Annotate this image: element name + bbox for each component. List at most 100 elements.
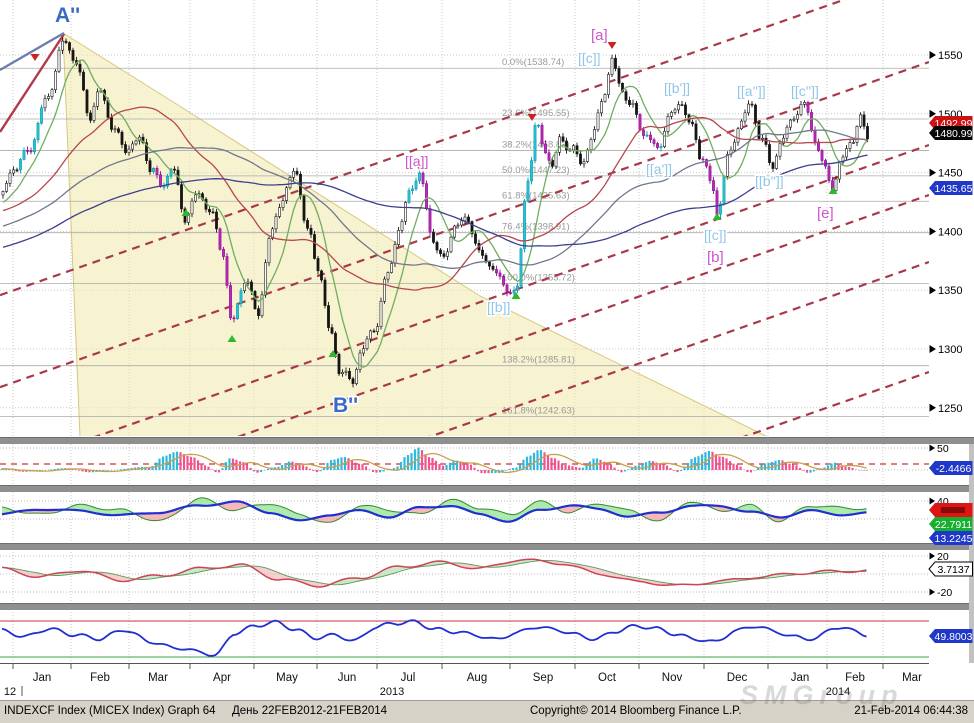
macd-fill	[30, 571, 34, 578]
candle-body	[659, 146, 663, 148]
macd-fill	[387, 566, 391, 576]
axis-tick-arrow-icon	[929, 345, 936, 353]
histogram-bar	[693, 457, 697, 470]
statusbar-datetime: 21-Feb-2014 06:44:38	[854, 705, 968, 717]
wave-label: [e]	[817, 205, 834, 222]
macd-fill	[37, 572, 41, 578]
candle-body	[407, 190, 411, 203]
histogram-bar	[802, 470, 805, 471]
histogram-bar	[686, 462, 690, 470]
candle-body	[561, 136, 565, 142]
macd-fill	[313, 581, 317, 587]
buy-signal-icon	[511, 292, 521, 299]
oscillator-fill	[621, 508, 625, 517]
oscillator-fill	[541, 500, 545, 510]
macd-signal-line	[1, 559, 867, 586]
fib-level-label: 50.0%(1447.23)	[502, 165, 570, 176]
histogram-bar	[798, 467, 802, 470]
oscillator-fill	[149, 513, 153, 521]
candle-body	[761, 137, 764, 140]
candle-body	[414, 180, 418, 190]
histogram-bar	[420, 450, 424, 470]
wave-label: [[a]]	[405, 153, 428, 169]
histogram-bar	[364, 466, 368, 470]
oscillator-fill	[89, 505, 93, 513]
candle-body	[439, 249, 442, 255]
wave-label: [[a'']]	[737, 83, 766, 99]
histogram-bar	[725, 458, 728, 470]
candle-body	[327, 305, 330, 328]
histogram-bar	[245, 464, 249, 470]
histogram-bar	[760, 464, 763, 470]
oscillator-fill	[236, 501, 240, 511]
candle-body	[586, 149, 589, 162]
candle-body	[642, 129, 645, 136]
histogram-bar	[298, 464, 301, 470]
histogram-bar	[347, 458, 350, 470]
oscillator-fill	[117, 508, 121, 516]
oscillator-fill	[754, 505, 758, 513]
month-label: Sep	[533, 672, 553, 684]
histogram-bar	[606, 463, 609, 470]
candle-body	[505, 284, 509, 293]
candle-body	[355, 369, 358, 384]
histogram-bar	[105, 470, 109, 471]
panel-scale-label: -20	[937, 587, 952, 599]
candle-body	[295, 171, 299, 175]
candle-body	[5, 183, 8, 192]
histogram-bar	[147, 466, 151, 470]
histogram-bar	[466, 463, 469, 470]
macd-fill	[471, 564, 475, 569]
histogram-bar	[441, 465, 445, 470]
histogram-bar	[770, 461, 774, 470]
wave-label: [a]	[591, 27, 608, 44]
month-label: May	[276, 672, 298, 684]
price-chart-canvas[interactable]: 0.0%(1538.74)23.6%(1495.55)38.2%(1468.83…	[0, 0, 974, 700]
oscillator-fill	[82, 504, 86, 512]
macd-fill	[394, 566, 398, 574]
histogram-bar	[529, 455, 532, 470]
histogram-bar	[403, 457, 406, 470]
candle-body	[810, 112, 813, 131]
candle-body	[726, 153, 729, 177]
histogram-bar	[210, 469, 214, 470]
oscillator-fill	[751, 504, 755, 512]
histogram-bar	[721, 456, 725, 470]
candle-body	[845, 148, 848, 158]
histogram-bar	[763, 463, 767, 470]
histogram-bar	[217, 470, 221, 473]
histogram-bar	[301, 465, 305, 470]
histogram-bar	[623, 470, 627, 472]
histogram-bar	[476, 470, 480, 472]
histogram-bar	[238, 461, 242, 470]
candle-body	[418, 172, 421, 182]
candle-body	[516, 285, 519, 291]
candle-body	[603, 94, 607, 102]
candle-body	[733, 141, 736, 151]
histogram-bar	[399, 461, 403, 470]
oscillator-fill	[285, 508, 289, 519]
histogram-bar	[756, 467, 760, 470]
candle-body	[15, 169, 19, 172]
oscillator-fill	[618, 507, 622, 516]
histogram-bar	[823, 467, 826, 470]
candle-body	[442, 253, 446, 257]
value-tag	[928, 561, 973, 577]
candle-body	[747, 103, 750, 114]
candle-body	[460, 220, 463, 226]
histogram-bar	[844, 466, 847, 470]
price-tick-label: 1450	[938, 168, 962, 180]
oscillator-fill	[492, 509, 496, 519]
histogram-bar	[249, 467, 252, 470]
candle-body	[813, 129, 817, 143]
oscillator-fill	[744, 504, 748, 512]
axis-tick-arrow-icon	[929, 588, 935, 596]
candle-body	[152, 168, 155, 173]
macd-fill	[604, 570, 608, 577]
histogram-bar	[784, 461, 788, 470]
candle-body	[771, 162, 775, 169]
wave-label: [[c]]	[578, 50, 601, 66]
candle-body	[572, 145, 575, 151]
candle-body	[236, 303, 239, 320]
oscillator-fill	[380, 507, 384, 517]
